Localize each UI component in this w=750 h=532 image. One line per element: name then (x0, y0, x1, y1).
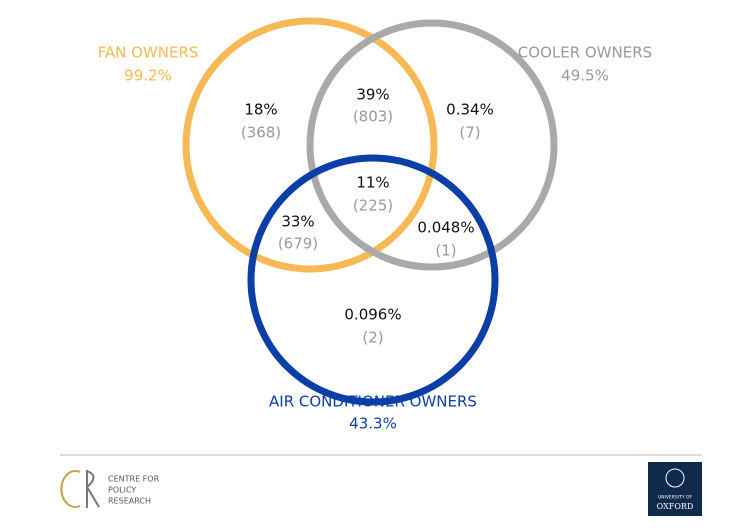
region-percent: 39% (356, 86, 389, 104)
logo-text: POLICY (108, 486, 136, 495)
fan-circle (182, 17, 438, 273)
region-percent: 0.096% (344, 306, 401, 324)
logo-text: CENTRE FOR (108, 475, 160, 484)
logo-text: RESEARCH (108, 497, 151, 506)
region-count: (803) (353, 108, 393, 126)
region-percent: 33% (281, 213, 314, 231)
cpr-logo: CENTRE FOR POLICY RESEARCH (60, 470, 160, 508)
logo-text: OXFORD (657, 502, 694, 511)
set-share: 43.3% (349, 415, 397, 433)
region-percent: 0.048% (417, 219, 474, 237)
set-label: COOLER OWNERS (518, 44, 652, 62)
logo-crest (665, 468, 685, 488)
region-count: (368) (241, 124, 281, 142)
region-count: (1) (435, 242, 456, 260)
region-count: (225) (353, 197, 393, 215)
logo-text: UNIVERSITY OF (658, 495, 693, 501)
ac-circle (247, 154, 499, 406)
cooler-circle (306, 19, 558, 271)
region-percent: 18% (244, 101, 277, 119)
set-label: AIR CONDITIONER OWNERS (269, 393, 477, 411)
region-count: (679) (278, 235, 318, 253)
region-count: (2) (362, 329, 383, 347)
logo-mark (85, 470, 100, 508)
region-percent: 11% (356, 174, 389, 192)
region-count: (7) (459, 124, 480, 142)
region-percent: 0.34% (446, 101, 494, 119)
set-label: FAN OWNERS (98, 44, 199, 62)
set-share: 49.5% (561, 67, 609, 85)
logo-box (648, 462, 702, 516)
logo-mark (60, 470, 81, 508)
set-share: 99.2% (124, 67, 172, 85)
oxford-logo: UNIVERSITY OF OXFORD (648, 462, 702, 516)
